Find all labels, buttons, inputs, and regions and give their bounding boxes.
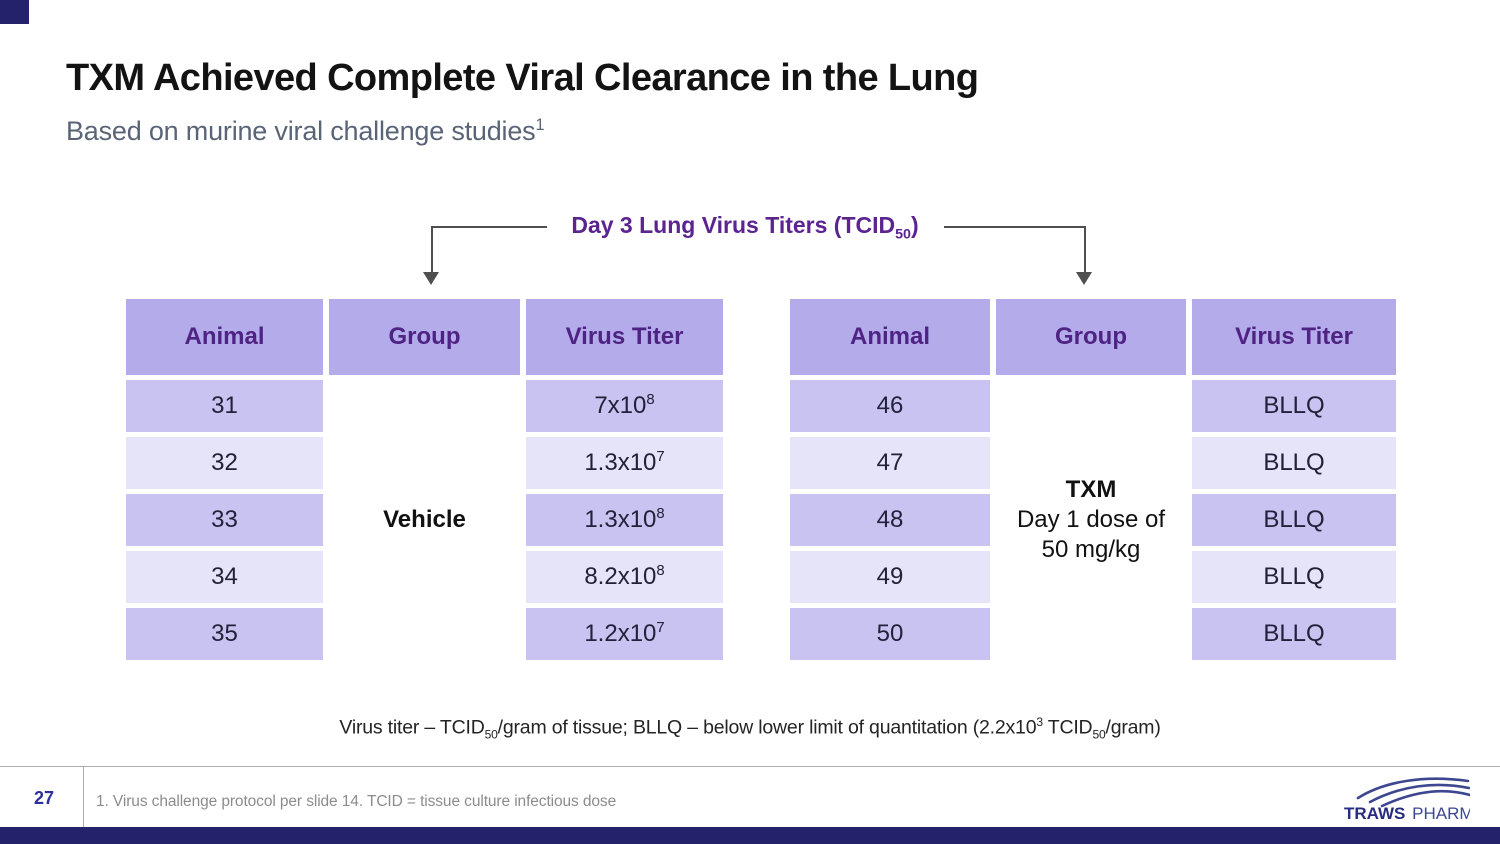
animal-id-cell: 50	[790, 608, 990, 660]
table-row: 34 8.2x108	[126, 551, 723, 603]
page-number: 27	[33, 788, 55, 808]
arrow-down-right-icon	[1076, 272, 1092, 285]
virus-titer-cell: BLLQ	[1192, 437, 1396, 489]
arrow-down-left-icon	[423, 272, 439, 285]
virus-titer-cell: 1.2x107	[526, 608, 723, 660]
virus-titer-cell: BLLQ	[1192, 551, 1396, 603]
animal-id-cell: 49	[790, 551, 990, 603]
virus-titer-cell: BLLQ	[1192, 608, 1396, 660]
logo-swoosh-icon	[1380, 789, 1470, 808]
virus-titer-cell: 1.3x108	[526, 494, 723, 546]
svg-text:TRAWS PHARMA: TRAWS PHARMA	[1344, 804, 1470, 823]
table-row: 46 TXM Day 1 dose of 50 mg/kg BLLQ	[790, 380, 1396, 660]
virus-titer-cell: 7x108	[526, 380, 723, 432]
table-row: 33 1.3x108	[126, 494, 723, 546]
table-row: 49 BLLQ	[790, 551, 1396, 603]
annotation-subscript: 50	[895, 226, 911, 243]
table-row: 50 BLLQ	[790, 608, 1396, 660]
animal-id-cell: 35	[126, 608, 323, 660]
vehicle-group-table: Animal Group Virus Titer 31 Vehicle 7x10…	[120, 294, 729, 665]
animal-id-cell: 46	[790, 380, 990, 432]
traws-pharma-logo: TRAWS PHARMA	[1344, 777, 1470, 823]
slide-subtitle: Based on murine viral challenge studies1	[66, 116, 544, 147]
txm-group-table: Animal Group Virus Titer 46 TXM Day 1 dos…	[784, 294, 1402, 665]
slide-title: TXM Achieved Complete Viral Clearance in…	[66, 57, 979, 99]
table-header-row: Animal Group Virus Titer	[790, 299, 1396, 375]
virus-titer-cell: 8.2x108	[526, 551, 723, 603]
connector-right-horizontal	[944, 226, 1086, 228]
connector-right-vertical	[1084, 226, 1086, 273]
annotation-close-paren: )	[910, 212, 919, 238]
footer-divider-line	[0, 766, 1500, 767]
footer-vertical-divider	[83, 767, 84, 827]
annotation-text: Day 3 Lung Virus Titers (TCID	[571, 212, 896, 238]
virus-titer-cell: 1.3x107	[526, 437, 723, 489]
animal-id-cell: 32	[126, 437, 323, 489]
bottom-accent-bar	[0, 827, 1500, 844]
subtitle-text: Based on murine viral challenge studies	[66, 116, 536, 146]
table-header-row: Animal Group Virus Titer	[126, 299, 723, 375]
col-header-animal: Animal	[790, 299, 990, 375]
logo-brand-secondary: PHARMA	[1412, 804, 1470, 823]
virus-titer-cell: BLLQ	[1192, 494, 1396, 546]
connector-left-vertical	[431, 226, 433, 273]
group-cell-txm: TXM Day 1 dose of 50 mg/kg	[996, 380, 1186, 660]
table-row: 32 1.3x107	[126, 437, 723, 489]
logo-swoosh-icon	[1356, 777, 1470, 800]
col-header-group: Group	[329, 299, 520, 375]
animal-id-cell: 31	[126, 380, 323, 432]
table-row: 47 BLLQ	[790, 437, 1396, 489]
col-header-virus-titer: Virus Titer	[1192, 299, 1396, 375]
group-name: Vehicle	[383, 506, 466, 533]
day3-titers-label: Day 3 Lung Virus Titers (TCID50)	[545, 212, 945, 243]
group-detail: Day 1 dose of 50 mg/kg	[1016, 506, 1166, 563]
col-header-animal: Animal	[126, 299, 323, 375]
abbreviations-footnote: Virus titer – TCID50/gram of tissue; BLL…	[339, 715, 1161, 742]
animal-id-cell: 34	[126, 551, 323, 603]
subtitle-footnote-marker: 1	[535, 116, 545, 134]
animal-id-cell: 33	[126, 494, 323, 546]
group-cell-vehicle: Vehicle	[329, 380, 520, 660]
table-row: 48 BLLQ	[790, 494, 1396, 546]
logo-brand-primary: TRAWS	[1344, 804, 1405, 823]
col-header-group: Group	[996, 299, 1186, 375]
animal-id-cell: 48	[790, 494, 990, 546]
connector-left-horizontal	[431, 226, 547, 228]
table-row: 31 Vehicle 7x108	[126, 380, 723, 660]
col-header-virus-titer: Virus Titer	[526, 299, 723, 375]
table-row: 35 1.2x107	[126, 608, 723, 660]
logo-swoosh-icon	[1368, 783, 1470, 804]
virus-titer-cell: BLLQ	[1192, 380, 1396, 432]
reference-footnote: 1. Virus challenge protocol per slide 14…	[96, 793, 617, 810]
group-name: TXM	[1065, 476, 1117, 503]
corner-accent-square	[0, 0, 29, 24]
animal-id-cell: 47	[790, 437, 990, 489]
